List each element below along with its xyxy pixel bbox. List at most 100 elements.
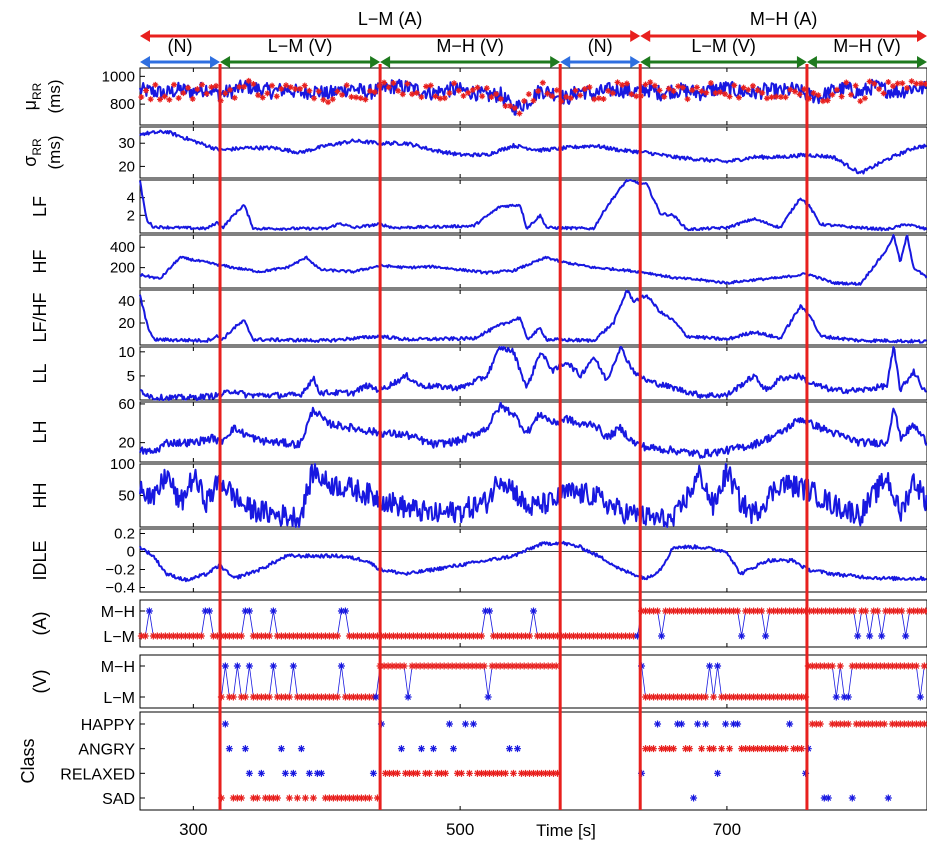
prediction-marker	[702, 607, 710, 615]
prediction-segment	[857, 610, 863, 637]
prediction-marker	[437, 632, 445, 640]
prediction-marker	[698, 607, 706, 615]
panel-frame	[139, 599, 927, 648]
beat-marker	[544, 90, 551, 97]
prediction-marker	[534, 632, 542, 640]
prediction-marker	[505, 632, 513, 640]
prediction-marker	[766, 745, 774, 753]
signal-panel: 5 10 LL	[30, 344, 927, 401]
prediction-marker	[221, 632, 229, 640]
prediction-marker	[706, 662, 714, 670]
prediction-marker	[465, 632, 473, 640]
prediction-marker	[337, 662, 345, 670]
prediction-marker	[548, 662, 556, 670]
prediction-marker	[245, 607, 253, 615]
beat-marker	[497, 95, 504, 102]
prediction-marker	[365, 632, 373, 640]
beat-marker	[642, 81, 649, 88]
y-tick-label: 40	[118, 293, 135, 310]
prediction-marker	[237, 794, 245, 802]
prediction-marker	[902, 632, 910, 640]
prediction-marker	[249, 693, 257, 701]
beat-marker	[922, 80, 927, 87]
prediction-marker	[540, 662, 548, 670]
prediction-marker	[886, 607, 894, 615]
prediction-marker	[808, 662, 816, 670]
signal-line	[139, 401, 927, 459]
prediction-marker	[778, 693, 786, 701]
class-panel: L−M M−H (A)	[30, 599, 927, 648]
prediction-segment	[765, 610, 770, 637]
prediction-marker	[317, 769, 325, 777]
beat-marker	[474, 84, 481, 91]
prediction-marker	[782, 607, 790, 615]
class-label: L−M	[103, 690, 135, 707]
prediction-marker	[904, 662, 912, 670]
valence-arrow: L−M (V)	[640, 36, 807, 68]
prediction-marker	[706, 745, 714, 753]
prediction-marker	[658, 745, 666, 753]
beat-marker	[665, 85, 672, 92]
beat-marker	[451, 80, 458, 87]
prediction-marker	[758, 607, 766, 615]
prediction-marker	[822, 607, 830, 615]
y-axis-label: LF/HF	[30, 292, 50, 342]
beat-marker	[866, 78, 873, 85]
prediction-marker	[452, 662, 460, 670]
prediction-marker	[850, 607, 858, 615]
beat-marker	[166, 96, 173, 103]
x-tick-label: 700	[713, 820, 741, 839]
prediction-marker	[766, 607, 774, 615]
arrow-head-right	[370, 56, 381, 68]
prediction-marker	[477, 769, 485, 777]
prediction-marker	[816, 720, 824, 728]
prediction-marker	[241, 607, 249, 615]
prediction-marker	[233, 632, 241, 640]
beat-marker	[899, 80, 906, 87]
prediction-marker	[456, 662, 464, 670]
prediction-marker	[884, 794, 892, 802]
panel-frame	[139, 711, 927, 811]
prediction-markers	[217, 720, 927, 802]
prediction-marker	[457, 632, 465, 640]
y-axis-unit: (ms)	[45, 136, 64, 170]
prediction-marker	[448, 662, 456, 670]
prediction-marker	[512, 662, 520, 670]
prediction-marker	[900, 720, 908, 728]
beat-marker	[320, 96, 327, 103]
class-label: M−H	[101, 604, 135, 621]
y-tick-label: 20	[118, 435, 135, 452]
prediction-marker	[460, 662, 468, 670]
signal-line	[139, 289, 927, 344]
prediction-marker	[714, 662, 722, 670]
prediction-marker	[570, 632, 578, 640]
prediction-marker	[437, 769, 445, 777]
prediction-marker	[670, 607, 678, 615]
prediction-segment	[877, 610, 883, 637]
y-tick-label: −0.4	[105, 580, 135, 597]
class-label: ANGRY	[78, 742, 135, 759]
prediction-marker	[590, 632, 598, 640]
beat-marker	[633, 93, 640, 100]
prediction-marker	[554, 769, 562, 777]
prediction-segment	[236, 665, 242, 698]
prediction-marker	[281, 769, 289, 777]
prediction-marker	[866, 632, 874, 640]
prediction-segment	[905, 610, 911, 637]
prediction-marker	[562, 632, 570, 640]
prediction-marker	[209, 632, 217, 640]
prediction-marker	[666, 607, 674, 615]
arrow-head-left	[140, 56, 150, 68]
prediction-marker	[393, 769, 401, 777]
prediction-marker	[634, 632, 642, 640]
prediction-marker	[878, 632, 886, 640]
signal-panel: −0.4−0.200.2 IDLE	[30, 526, 927, 597]
prediction-marker	[892, 662, 900, 670]
prediction-marker	[820, 662, 828, 670]
prediction-segment	[208, 610, 214, 637]
prediction-marker	[385, 769, 393, 777]
prediction-marker	[357, 693, 365, 701]
beat-marker	[586, 84, 593, 91]
beat-marker	[535, 88, 542, 95]
beat-marker	[189, 95, 196, 102]
